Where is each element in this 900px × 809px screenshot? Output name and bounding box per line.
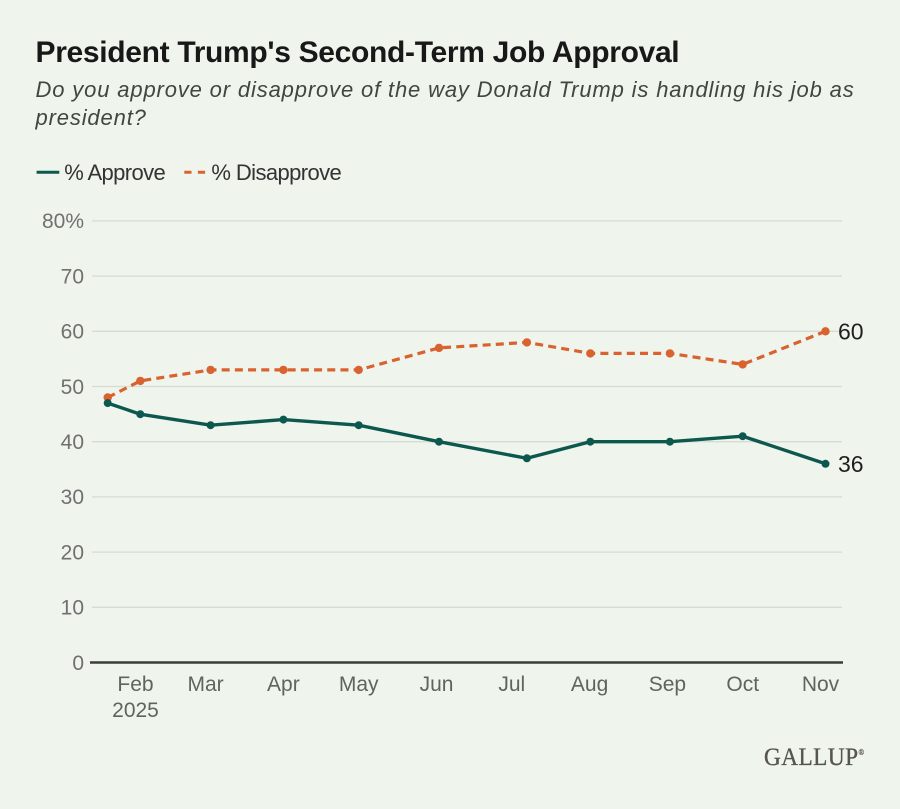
svg-text:60: 60 [61,321,84,344]
svg-text:Mar: Mar [188,673,224,696]
svg-text:80%: 80% [42,210,84,233]
svg-text:2025: 2025 [112,699,159,722]
svg-text:Nov: Nov [802,673,840,696]
svg-text:Sep: Sep [649,673,686,696]
svg-text:Aug: Aug [571,673,608,696]
svg-text:50: 50 [61,376,84,399]
svg-text:40: 40 [61,431,84,454]
svg-text:Apr: Apr [267,673,300,696]
svg-text:70: 70 [61,265,84,288]
svg-text:30: 30 [61,486,84,509]
svg-text:0: 0 [72,652,84,675]
svg-text:Feb: Feb [117,673,153,696]
svg-text:Oct: Oct [726,673,759,696]
svg-text:20: 20 [61,541,84,564]
svg-text:Jun: Jun [420,673,454,696]
svg-text:36: 36 [838,451,864,477]
svg-text:10: 10 [61,597,84,620]
svg-text:60: 60 [838,319,864,345]
svg-text:May: May [339,673,379,696]
svg-text:Jul: Jul [498,673,525,696]
